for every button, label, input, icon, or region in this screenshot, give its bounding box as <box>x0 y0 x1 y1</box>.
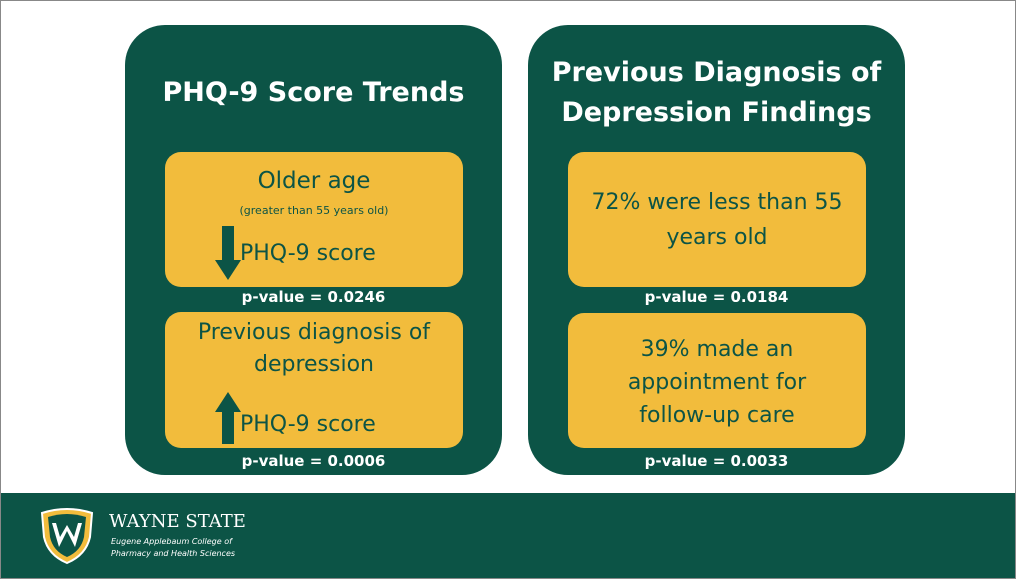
right-panel: Previous Diagnosis of Depression Finding… <box>528 25 905 475</box>
panel-title: Depression Findings <box>561 97 872 128</box>
finding-box: Older age (greater than 55 years old) PH… <box>165 152 463 287</box>
p-value: p-value = 0.0184 <box>644 288 789 306</box>
p-value: p-value = 0.0006 <box>241 452 386 470</box>
down-arrow <box>215 226 241 280</box>
score-label: PHQ-9 score <box>240 241 376 266</box>
left-panel: PHQ-9 Score Trends Older age (greater th… <box>125 25 502 475</box>
box-text: depression <box>253 352 374 377</box>
box-text: appointment for <box>627 370 807 395</box>
logo <box>40 508 94 565</box>
finding-box: Previous diagnosis of depression PHQ-9 s… <box>165 312 463 448</box>
p-value: p-value = 0.0033 <box>644 452 789 470</box>
score-label: PHQ-9 score <box>240 412 376 437</box>
box-note: (greater than 55 years old) <box>239 204 389 217</box>
finding-box: 39% made an appointment for follow-up ca… <box>568 313 866 448</box>
finding-box: 72% were less than 55 years old <box>568 152 866 287</box>
box-text: follow-up care <box>639 403 795 428</box>
p-value: p-value = 0.0246 <box>241 288 386 306</box>
footer: WAYNE STATE Eugene Applebaum College of … <box>1 493 1015 578</box>
panel-title: PHQ-9 Score Trends <box>162 77 465 108</box>
up-arrow <box>215 392 241 444</box>
box-text: Older age <box>257 168 371 194</box>
college-name: Eugene Applebaum College of <box>111 537 232 546</box>
box-text: years old <box>666 225 768 250</box>
university-name: WAYNE STATE <box>109 511 246 532</box>
college-name: Pharmacy and Health Sciences <box>111 549 236 558</box>
panel-title: Previous Diagnosis of <box>551 57 882 88</box>
box-text: 72% were less than 55 <box>591 190 843 215</box>
box-text: Previous diagnosis of <box>197 320 431 345</box>
box-text: 39% made an <box>640 337 794 362</box>
